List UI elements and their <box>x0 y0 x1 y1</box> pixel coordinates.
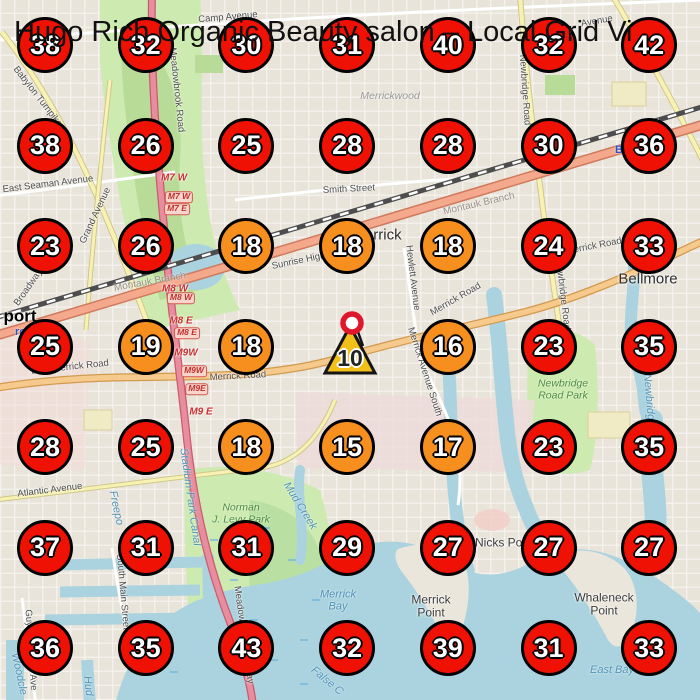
rank-marker[interactable]: 32 <box>117 17 174 73</box>
rank-marker[interactable]: 40 <box>419 17 476 73</box>
rank-marker[interactable]: 42 <box>621 17 678 73</box>
rank-marker[interactable]: 25 <box>117 419 174 475</box>
rank-marker[interactable]: 33 <box>621 218 678 274</box>
rank-marker[interactable]: 25 <box>17 318 73 375</box>
rank-marker[interactable]: 37 <box>17 519 73 576</box>
rank-marker[interactable]: 26 <box>117 218 174 274</box>
rank-marker[interactable]: 36 <box>621 117 678 174</box>
rank-marker[interactable]: 27 <box>419 519 476 576</box>
rank-marker[interactable]: 32 <box>319 620 376 676</box>
rank-marker[interactable]: 18 <box>218 419 275 475</box>
rank-marker[interactable]: 28 <box>17 419 73 475</box>
rank-marker[interactable]: 33 <box>621 620 678 676</box>
rank-marker[interactable]: 31 <box>117 519 174 576</box>
rank-marker[interactable]: 25 <box>218 117 275 174</box>
rank-marker[interactable]: 31 <box>218 519 275 576</box>
rank-marker[interactable]: 18 <box>218 218 275 274</box>
rank-marker[interactable]: 43 <box>218 620 275 676</box>
rank-marker[interactable]: 28 <box>319 117 376 174</box>
location-pin-icon <box>340 311 365 347</box>
rank-marker[interactable]: 23 <box>520 318 577 375</box>
rank-marker[interactable]: 30 <box>520 117 577 174</box>
rank-marker[interactable]: 29 <box>319 519 376 576</box>
rank-marker[interactable]: 18 <box>319 218 376 274</box>
rank-marker[interactable]: 23 <box>17 218 73 274</box>
rank-marker[interactable]: 23 <box>520 419 577 475</box>
rank-marker[interactable]: 27 <box>621 519 678 576</box>
rank-marker[interactable]: 36 <box>17 620 73 676</box>
rank-marker[interactable]: 30 <box>218 17 275 73</box>
rank-marker[interactable]: 26 <box>117 117 174 174</box>
rank-marker[interactable]: 27 <box>520 519 577 576</box>
rank-marker[interactable]: 38 <box>17 17 73 73</box>
rank-marker[interactable]: 17 <box>419 419 476 475</box>
rank-marker[interactable]: 24 <box>520 218 577 274</box>
rank-marker[interactable]: 32 <box>520 17 577 73</box>
rank-marker[interactable]: 35 <box>621 419 678 475</box>
business-location-marker[interactable]: 10 <box>322 322 378 377</box>
center-rank-value: 10 <box>337 345 363 371</box>
rank-marker[interactable]: 35 <box>117 620 174 676</box>
rank-marker[interactable]: 38 <box>17 117 73 174</box>
rank-marker[interactable]: 39 <box>419 620 476 676</box>
rank-marker[interactable]: 16 <box>419 318 476 375</box>
rank-marker[interactable]: 28 <box>419 117 476 174</box>
pin-ring <box>340 311 364 335</box>
triangle-marker <box>322 322 378 375</box>
rank-marker[interactable]: 31 <box>319 17 376 73</box>
rank-marker[interactable]: 18 <box>419 218 476 274</box>
rank-marker[interactable]: 31 <box>520 620 577 676</box>
rank-marker[interactable]: 35 <box>621 318 678 375</box>
triangle-shape <box>322 322 378 375</box>
page-title: Hugo Rich Organic Beauty salon – Local G… <box>14 16 633 48</box>
rank-marker[interactable]: 19 <box>117 318 174 375</box>
rank-marker[interactable]: 18 <box>218 318 275 375</box>
rank-marker[interactable]: 15 <box>319 419 376 475</box>
